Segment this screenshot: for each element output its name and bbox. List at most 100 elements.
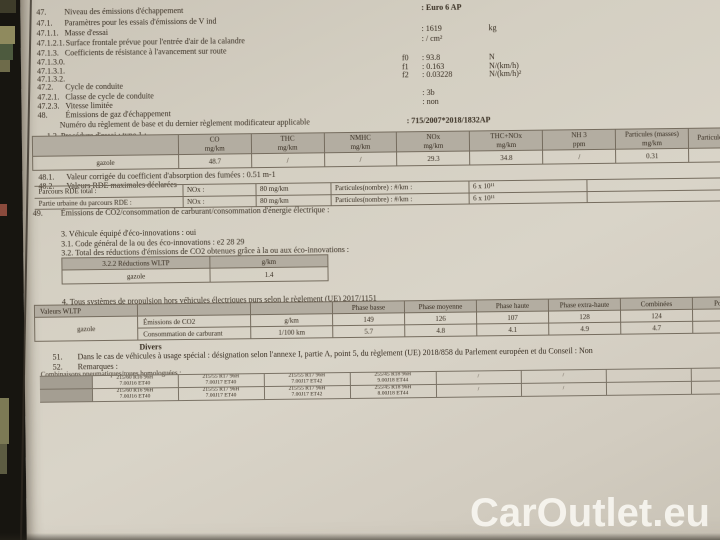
item-value: : non [422,96,439,107]
background-patch [0,444,7,474]
background-patch [0,44,13,60]
reduction-value: 1.4 [209,266,329,283]
emissions-header-thc: THC mg/km [251,132,325,154]
nmhc-value: / [324,151,398,167]
item-number: 47.1.2.1. [36,38,65,48]
tyre-row-label-redacted [39,375,92,390]
item-number: 47.1. [36,18,53,28]
item-label: Numéro du règlement de base et du dernie… [59,116,310,130]
thcnox-value: 34.8 [469,150,543,166]
emissions-header-nmhc: NMHC mg/km [323,131,398,153]
doc-row-reglement: Numéro du règlement de base et du dernie… [59,115,491,130]
fuelcons-weighted [692,320,720,334]
co2-unit: g/km [250,313,333,327]
item-label: Niveau des émissions d'échappement [64,6,184,17]
fuelcons-high: 4.1 [476,323,549,336]
tyre-cell: 215/55 R17 96H 7.00J17 ET40 [177,373,264,388]
wltp-reduction-table: 3.2.2 Réductions WLTP g/km gazole 1.4 [61,254,329,285]
item-value: : / cm² [421,33,443,44]
rde-limit: 80 mg/km [255,182,331,196]
item-value: : 3b [422,87,435,98]
tyre-cell: / [520,382,607,397]
tyre-row-label-redacted [39,388,93,403]
item-number: 51. [52,352,63,362]
tyre-cell [690,380,720,395]
item-value: : Euro 6 AP [421,2,462,13]
tyre-cell: 215/55 R17 96H 7.00J17 ET42 [263,385,351,400]
wltp-phase-mid: Phase moyenne [404,299,477,313]
item-number: 47.2. [37,82,54,92]
pm-value: 0.31 [615,148,689,164]
co2-high: 107 [476,311,549,324]
item-label: Émissions de CO2/consommation de carbura… [60,205,330,218]
thc-value: / [251,152,325,168]
emissions-header-pm: Particules (masses) mg/km [615,128,689,150]
co2-combined: 124 [620,309,693,323]
fuel-label: gazole [34,316,138,342]
item-number: 48. [37,110,48,120]
emissions-header-nh3: NH 3 ppm [542,129,616,151]
tyre-cell: / [435,383,522,398]
item-number: 47.2.1. [37,92,60,102]
item-label: Paramètres pour les essais d'émissions d… [64,16,217,28]
wltp-phase-extrahigh: Phase extra-haute [548,298,621,312]
nh3-value: / [542,149,616,165]
co2-extrahigh: 128 [548,310,621,324]
tyre-cell: 255/45 R18 96H 8.00J18 ET44 [349,384,437,399]
fuelcons-low: 5.7 [332,324,405,338]
item-number: 47.1.1. [36,28,59,38]
document-paper: 46. Niveau des émissions d'échappement 4… [20,0,720,540]
item-number: 47.2.3. [37,101,60,111]
background-patch [0,26,15,44]
item-value: : 715/2007*2018/1832AP [406,114,491,125]
fuel-label: gazole [32,154,179,171]
emissions-header-co: CO mg/km [178,133,252,155]
item-number: 47.1.3. [36,48,59,58]
item-label: Cycle de conduite [65,81,124,92]
wltp-header-empty [250,301,333,315]
co-value: 48.7 [178,153,252,169]
background-patch [0,0,16,13]
emissions-header-pn: Particules (nombre) [688,127,720,149]
nox-value: 29.3 [397,151,471,166]
divers-heading: Divers [139,341,162,352]
tyre-cell: / [435,370,521,385]
tyre-cell [690,367,720,382]
fuelcons-mid: 4.8 [404,323,477,337]
wltp-table: Valeurs WLTP Phase basse Phase moyenne P… [34,296,720,342]
tyre-cell: 215/55 R17 96H 7.00J17 ET42 [263,372,350,387]
fuel-label: gazole [61,268,211,285]
tyre-cell [605,381,692,396]
background-patch [0,398,9,444]
wltp-phase-high: Phase haute [476,299,549,312]
item-value: : 1619 [421,23,442,34]
emissions-header-thcnox: THC+NOx mg/km [469,130,543,152]
wltp-combined: Combinées [620,297,693,311]
tyre-cell: 255/45 R18 96H 9.00J18 ET44 [349,371,436,386]
co2-weighted [692,308,720,322]
background-patch [0,60,10,72]
tyre-cell: / [520,369,606,384]
wltp-weighted: Pondérées [692,296,720,310]
tyre-cell: 215/60 R16 96H 7.00J16 ET40 [91,374,178,389]
tyre-cell: 215/55 R17 96H 7.00J17 ET40 [177,386,265,401]
co2-mid: 126 [404,311,477,325]
rde-pollutant: NOx : [182,183,256,197]
pn-value: 0 [688,147,720,163]
fuelcons-label: Consommation de carburant [137,326,251,341]
item-number: 48.1. [38,172,55,182]
co2-low: 149 [332,312,405,326]
reduction-data-row: gazole 1.4 [61,266,329,285]
bottom-shadow [0,533,720,540]
fuelcons-extrahigh: 4.9 [548,322,621,336]
item-number: 47. [36,7,47,17]
fuelcons-combined: 4.7 [620,321,693,335]
background-patch [0,204,7,216]
document-content: 46. Niveau des émissions d'échappement 4… [20,0,720,540]
item-number: 49. [32,208,43,218]
emissions-header-nox: NOx mg/km [396,131,470,152]
emissions-header-empty [32,134,179,157]
caroutlet-watermark: CarOutlet.eu [469,491,710,535]
wltp-phase-low: Phase basse [332,300,405,314]
